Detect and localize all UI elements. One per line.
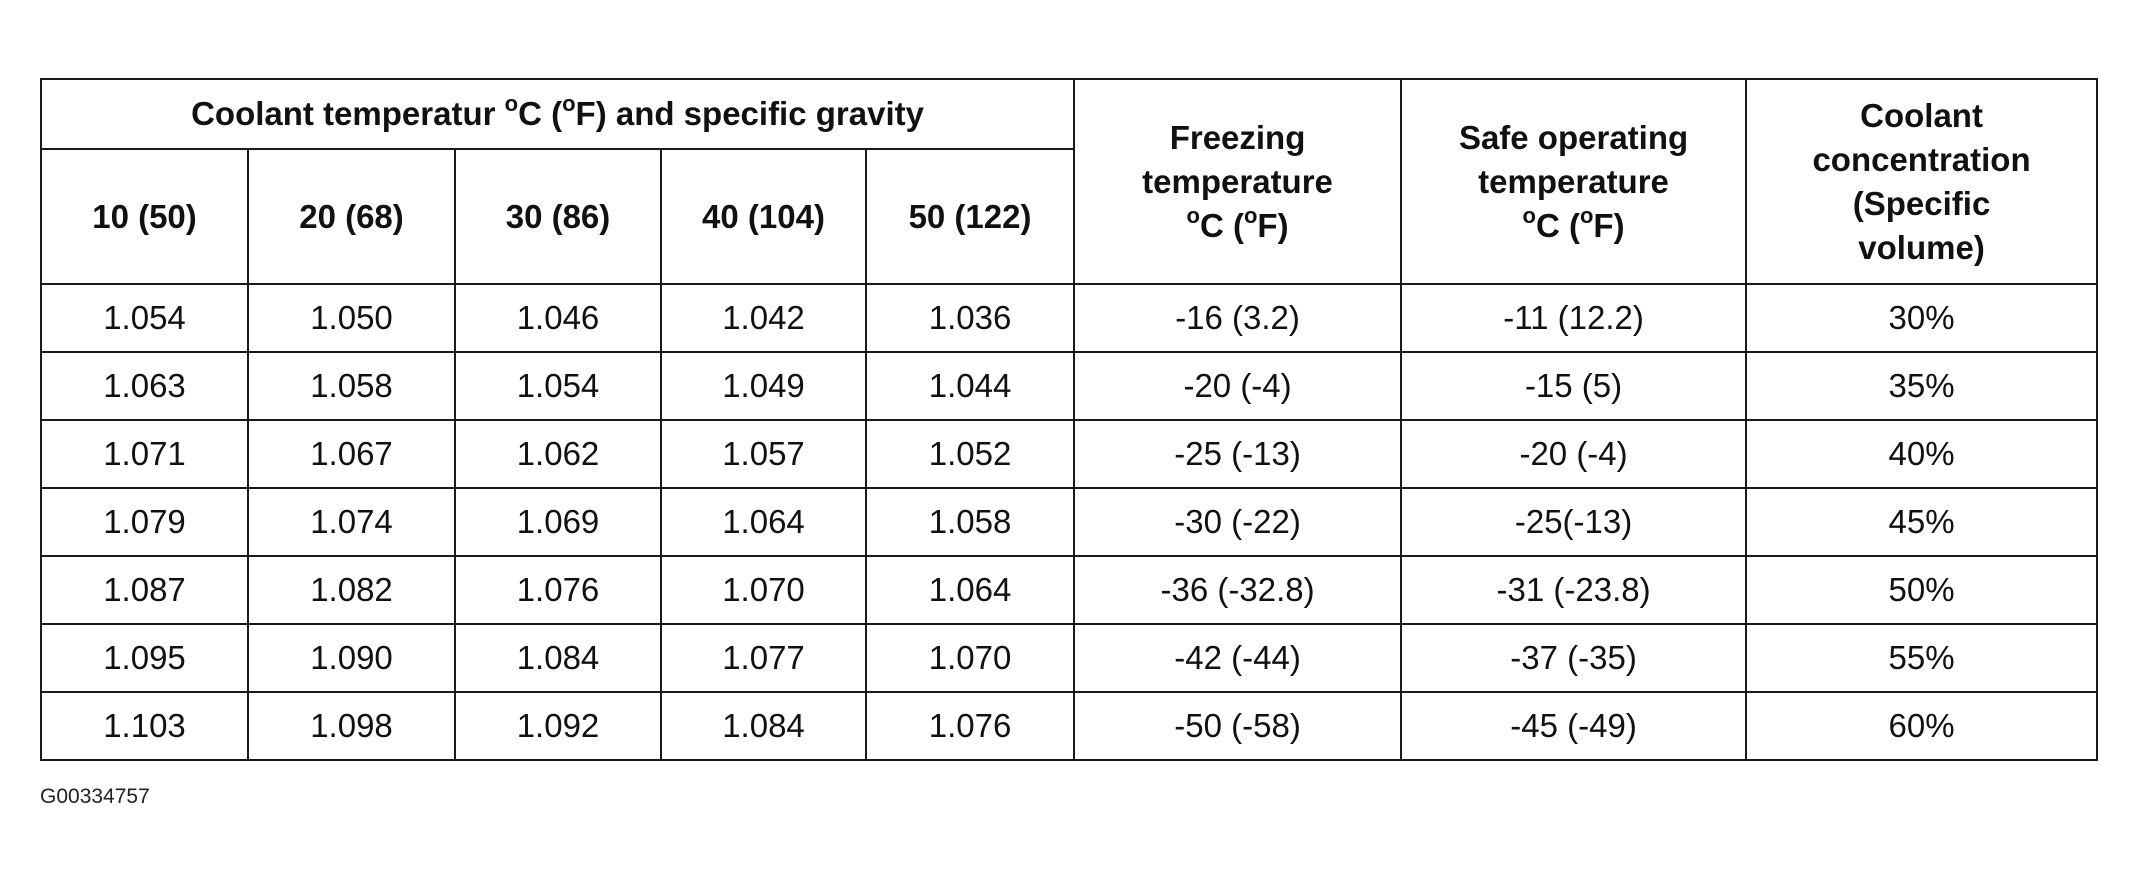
table-cell: 1.098 xyxy=(247,691,456,761)
table-cell: -25(-13) xyxy=(1400,487,1748,557)
table-cell: 1.079 xyxy=(40,487,249,557)
table-row: 1.103 1.098 1.092 1.084 1.076 -50 (-58) … xyxy=(40,691,2099,761)
table-cell: 1.067 xyxy=(247,419,456,489)
table-cell: -37 (-35) xyxy=(1400,623,1748,693)
table-row: 1.054 1.050 1.046 1.042 1.036 -16 (3.2) … xyxy=(40,283,2099,353)
table-cell: 1.074 xyxy=(247,487,456,557)
table-cell: 1.084 xyxy=(454,623,662,693)
table-row: 1.087 1.082 1.076 1.070 1.064 -36 (-32.8… xyxy=(40,555,2099,625)
table-cell: 60% xyxy=(1745,691,2099,761)
table-cell: 45% xyxy=(1745,487,2099,557)
table-cell: 1.036 xyxy=(864,283,1076,353)
table-cell: -45 (-49) xyxy=(1400,691,1748,761)
table-cell: 1.062 xyxy=(454,419,662,489)
table-cell: 1.054 xyxy=(454,351,662,421)
table-cell: 1.095 xyxy=(40,623,249,693)
table-cell: 1.103 xyxy=(40,691,249,761)
header-coolant-concentration: Coolant concentration (Specific volume) xyxy=(1745,78,2099,285)
table-cell: 1.064 xyxy=(864,555,1076,625)
table-cell: -30 (-22) xyxy=(1073,487,1403,557)
table-cell: 1.070 xyxy=(660,555,867,625)
table-row: 1.079 1.074 1.069 1.064 1.058 -30 (-22) … xyxy=(40,487,2099,557)
table-cell: -25 (-13) xyxy=(1073,419,1403,489)
table-cell: 1.071 xyxy=(40,419,249,489)
table-cell: 1.049 xyxy=(660,351,867,421)
table-cell: 1.069 xyxy=(454,487,662,557)
header-temp-40: 40 (104) xyxy=(660,148,867,285)
table-cell: 1.064 xyxy=(660,487,867,557)
table-cell: 40% xyxy=(1745,419,2099,489)
table-cell: 55% xyxy=(1745,623,2099,693)
table-cell: -31 (-23.8) xyxy=(1400,555,1748,625)
table-cell: 50% xyxy=(1745,555,2099,625)
table-row: 1.095 1.090 1.084 1.077 1.070 -42 (-44) … xyxy=(40,623,2099,693)
header-temp-10: 10 (50) xyxy=(40,148,249,285)
table-cell: 1.042 xyxy=(660,283,867,353)
table-cell: 1.046 xyxy=(454,283,662,353)
table-cell: 1.050 xyxy=(247,283,456,353)
table-row: 1.063 1.058 1.054 1.049 1.044 -20 (-4) -… xyxy=(40,351,2099,421)
table-cell: 30% xyxy=(1745,283,2099,353)
table-cell: 35% xyxy=(1745,351,2099,421)
table-cell: -50 (-58) xyxy=(1073,691,1403,761)
figure-id: G00334757 xyxy=(40,785,150,808)
table-cell: 1.058 xyxy=(864,487,1076,557)
coolant-table-container: Coolant temperatur oC (oF) and specific … xyxy=(39,78,2099,761)
table-cell: 1.076 xyxy=(454,555,662,625)
table-cell: -15 (5) xyxy=(1400,351,1748,421)
table-cell: 1.052 xyxy=(864,419,1076,489)
table-cell: 1.077 xyxy=(660,623,867,693)
table-cell: 1.070 xyxy=(864,623,1076,693)
table-cell: 1.058 xyxy=(247,351,456,421)
table-cell: 1.087 xyxy=(40,555,249,625)
coolant-specific-gravity-table: Coolant temperatur oC (oF) and specific … xyxy=(39,78,2099,761)
header-temp-20: 20 (68) xyxy=(247,148,456,285)
table-cell: 1.084 xyxy=(660,691,867,761)
table-cell: 1.082 xyxy=(247,555,456,625)
header-temp-50: 50 (122) xyxy=(864,148,1076,285)
table-cell: -11 (12.2) xyxy=(1400,283,1748,353)
table-cell: -42 (-44) xyxy=(1073,623,1403,693)
table-cell: 1.092 xyxy=(454,691,662,761)
table-cell: 1.054 xyxy=(40,283,249,353)
table-cell: -20 (-4) xyxy=(1400,419,1748,489)
table-cell: 1.076 xyxy=(864,691,1076,761)
header-temp-30: 30 (86) xyxy=(454,148,662,285)
table-row: 1.071 1.067 1.062 1.057 1.052 -25 (-13) … xyxy=(40,419,2099,489)
table-cell: 1.063 xyxy=(40,351,249,421)
table-cell: -20 (-4) xyxy=(1073,351,1403,421)
table-cell: -16 (3.2) xyxy=(1073,283,1403,353)
table-cell: -36 (-32.8) xyxy=(1073,555,1403,625)
header-freezing-temperature: Freezing temperature oC (oF) xyxy=(1073,78,1403,285)
table-cell: 1.057 xyxy=(660,419,867,489)
table-cell: 1.090 xyxy=(247,623,456,693)
header-safe-operating-temperature: Safe operating temperature oC (oF) xyxy=(1400,78,1748,285)
table-cell: 1.044 xyxy=(864,351,1076,421)
group-header-coolant-temperature: Coolant temperatur oC (oF) and specific … xyxy=(39,78,1076,150)
